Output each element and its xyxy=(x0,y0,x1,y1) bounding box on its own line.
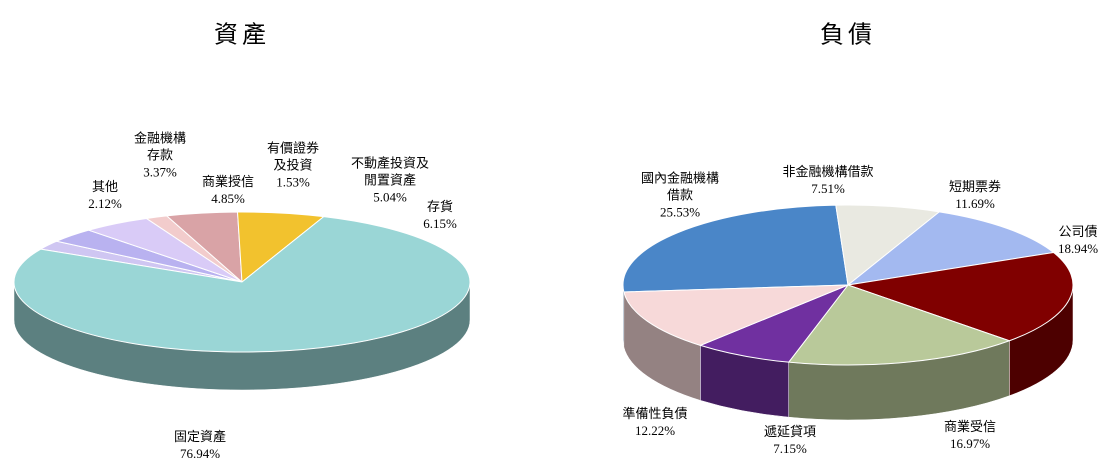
slice xyxy=(787,284,1011,366)
value-label: 12.22% xyxy=(634,423,676,438)
chart-title: 資產 xyxy=(214,22,270,49)
category-label: 有價證券及投資 xyxy=(266,140,319,173)
category-label: 金融機構存款 xyxy=(133,130,186,163)
chart-title: 負債 xyxy=(820,22,876,49)
data-label: 有價證券及投資 1.53% xyxy=(263,140,323,191)
category-label: 國內金融機構借款 xyxy=(640,170,719,203)
category-label: 商業受信 xyxy=(943,419,996,434)
value-label: 11.69% xyxy=(955,196,995,211)
value-label: 7.51% xyxy=(811,181,845,196)
category-label: 公司債 xyxy=(1058,224,1098,239)
slice xyxy=(835,204,941,286)
category-label: 準備性負債 xyxy=(622,406,688,421)
value-label: 7.15% xyxy=(773,441,807,456)
value-label: 25.53% xyxy=(659,204,701,220)
data-label: 其他 2.12% xyxy=(85,178,125,212)
value-label: 2.12% xyxy=(88,196,122,211)
value-label: 76.94% xyxy=(179,446,221,459)
category-label: 不動產投資及閒置資產 xyxy=(350,155,429,188)
data-label: 存貨 6.15% xyxy=(420,198,460,232)
value-label: 1.53% xyxy=(276,174,310,190)
category-label: 存貨 xyxy=(426,199,453,214)
category-label: 其他 xyxy=(91,179,118,194)
data-label: 準備性負債 12.22% xyxy=(615,405,695,439)
data-label: 非金融機構借款 7.51% xyxy=(781,163,876,197)
data-label: 金融機構存款 3.37% xyxy=(130,130,190,181)
slice xyxy=(846,211,1055,286)
slice xyxy=(623,284,849,346)
slice xyxy=(622,204,849,293)
value-label: 4.85% xyxy=(211,191,245,206)
value-label: 3.37% xyxy=(143,164,177,180)
category-label: 商業授信 xyxy=(201,174,254,189)
value-label: 6.15% xyxy=(423,216,457,231)
value-label: 18.94% xyxy=(1057,241,1099,256)
data-label: 遞延貸項 7.15% xyxy=(755,423,825,457)
slice xyxy=(847,251,1074,342)
data-label: 商業授信 4.85% xyxy=(198,173,258,207)
category-label: 固定資產 xyxy=(173,429,226,444)
category-label: 遞延貸項 xyxy=(763,424,816,439)
category-label: 非金融機構借款 xyxy=(782,164,874,179)
slice xyxy=(698,283,850,363)
slice xyxy=(13,216,471,353)
data-label: 固定資產 76.94% xyxy=(160,428,240,459)
category-label: 短期票券 xyxy=(948,179,1001,194)
value-label: 16.97% xyxy=(949,436,991,451)
value-label: 5.04% xyxy=(373,189,407,205)
data-label: 公司債 18.94% xyxy=(1053,223,1100,257)
data-label: 短期票券 11.69% xyxy=(940,178,1010,212)
data-label: 不動產投資及閒置資產 5.04% xyxy=(345,155,435,206)
data-label: 國內金融機構借款 25.53% xyxy=(640,170,720,221)
data-label: 商業受信 16.97% xyxy=(935,418,1005,452)
